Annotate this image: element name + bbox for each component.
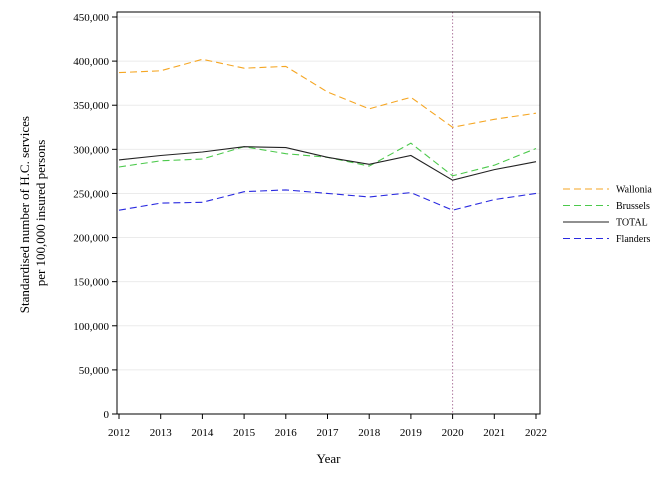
x-tick-label: 2015 [233, 427, 256, 439]
plot-frame [116, 11, 541, 415]
x-tick-label: 2012 [108, 427, 130, 439]
legend-label-wallonia: Wallonia [616, 185, 652, 196]
y-axis: 0 50,000 100,000 150,000 200,000 250,000 300,0… [73, 12, 117, 421]
legend: Wallonia Brussels TOTAL Flanders [563, 185, 652, 245]
x-tick-label: 2021 [483, 427, 505, 439]
series-line-brussels [118, 142, 537, 177]
series-line-flanders [118, 189, 537, 211]
y-tick-label: 300,000 [73, 144, 109, 156]
series-line-wallonia [118, 58, 537, 128]
x-tick-label: 2019 [400, 427, 423, 439]
x-tick-label: 2014 [191, 427, 214, 439]
y-tick-label: 150,000 [73, 277, 109, 289]
y-tick-label: 50,000 [79, 365, 110, 377]
y-tick-label: 400,000 [73, 56, 109, 68]
x-tick-label: 2013 [150, 427, 173, 439]
y-tick-label: 200,000 [73, 233, 109, 245]
y-tick-label: 100,000 [73, 321, 109, 333]
y-tick-label: 0 [104, 409, 110, 421]
y-axis-title-line-1: Standardised number of H.C. services [17, 116, 32, 313]
x-tick-label: 2017 [317, 427, 340, 439]
y-tick-label: 450,000 [73, 12, 109, 24]
y-tick-label: 250,000 [73, 188, 109, 200]
x-tick-label: 2018 [358, 427, 381, 439]
x-axis: 2012 2013 2014 2015 2016 2017 2018 2019 2020 2021… [108, 414, 547, 439]
legend-label-flanders: Flanders [616, 234, 651, 245]
series-line-total [118, 146, 537, 181]
y-tick-label: 350,000 [73, 100, 109, 112]
legend-label-total: TOTAL [616, 218, 648, 229]
legend-label-brussels: Brussels [616, 201, 650, 212]
x-axis-title: Year [317, 451, 342, 466]
series-layer [118, 58, 537, 211]
y-axis-title-line-2: per 100,000 insured persons [33, 140, 48, 287]
y-axis-title: Standardised number of H.C. services per… [17, 113, 48, 313]
x-tick-label: 2022 [525, 427, 547, 439]
x-tick-label: 2020 [442, 427, 465, 439]
x-tick-label: 2016 [275, 427, 298, 439]
